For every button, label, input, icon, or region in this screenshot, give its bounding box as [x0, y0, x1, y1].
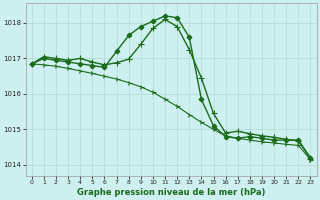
X-axis label: Graphe pression niveau de la mer (hPa): Graphe pression niveau de la mer (hPa) — [77, 188, 265, 197]
